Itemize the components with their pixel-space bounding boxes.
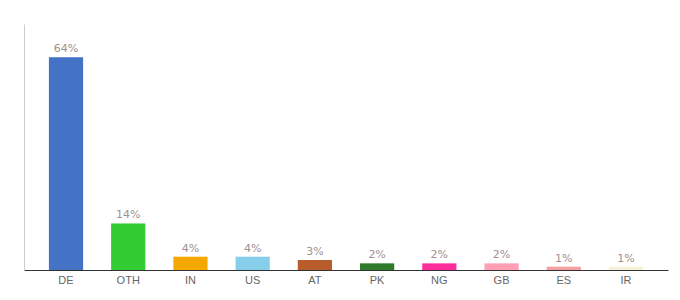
x-tick: DE (58, 270, 73, 286)
data-label: 2% (493, 248, 510, 261)
x-tick: IR (621, 270, 632, 286)
x-axis: DE OTH IN US AT PK NG GB ES IR (25, 270, 669, 286)
bar (173, 257, 207, 270)
x-tick: NG (431, 270, 448, 286)
x-tick: IN (185, 270, 196, 286)
y-axis-line (24, 25, 25, 271)
data-label: 3% (306, 245, 323, 258)
data-label: 2% (431, 248, 448, 261)
x-tick: AT (308, 270, 322, 286)
data-label: 1% (617, 252, 634, 265)
y-axis (24, 25, 25, 271)
bar (298, 260, 332, 270)
x-tick: PK (370, 270, 385, 286)
x-tick-label: AT (308, 274, 322, 286)
bar (422, 263, 456, 270)
bar (547, 267, 581, 270)
data-label: 2% (368, 248, 385, 261)
x-tick-label: IR (621, 274, 632, 286)
bar (49, 57, 83, 270)
data-labels: 64% 14% 4% 4% 3% 2% 2% 2% 1% 1% (54, 42, 635, 264)
bar (111, 223, 145, 270)
bar (609, 267, 643, 270)
x-tick-label: GB (494, 274, 510, 286)
x-tick-label: ES (556, 274, 571, 286)
x-tick-label: OTH (117, 274, 140, 286)
bar (360, 263, 394, 270)
x-tick-label: DE (58, 274, 73, 286)
data-label: 4% (244, 242, 261, 255)
bars (49, 57, 643, 270)
data-label: 4% (182, 242, 199, 255)
bar (236, 257, 270, 270)
x-tick-label: IN (185, 274, 196, 286)
x-axis-line (25, 270, 669, 271)
chart-container: DE OTH IN US AT PK NG GB ES IR 64% 14% 4% 4% 3% 2% 2% 2% 1… (0, 0, 680, 300)
plot: DE OTH IN US AT PK NG GB ES IR 64% 14% 4% 4% 3% 2% 2% 2% 1… (25, 25, 669, 286)
x-tick-label: US (245, 274, 260, 286)
x-tick: GB (494, 270, 510, 286)
data-label: 64% (54, 42, 78, 55)
data-label: 14% (116, 208, 140, 221)
data-label: 1% (555, 252, 572, 265)
chart: DE OTH IN US AT PK NG GB ES IR 64% 14% 4% 4% 3% 2% 2% 2% 1… (0, 0, 680, 300)
x-tick: ES (556, 270, 571, 286)
x-tick-label: PK (370, 274, 385, 286)
x-tick: US (245, 270, 260, 286)
bar (484, 263, 518, 270)
x-tick-label: NG (431, 274, 448, 286)
x-tick: OTH (117, 270, 140, 286)
